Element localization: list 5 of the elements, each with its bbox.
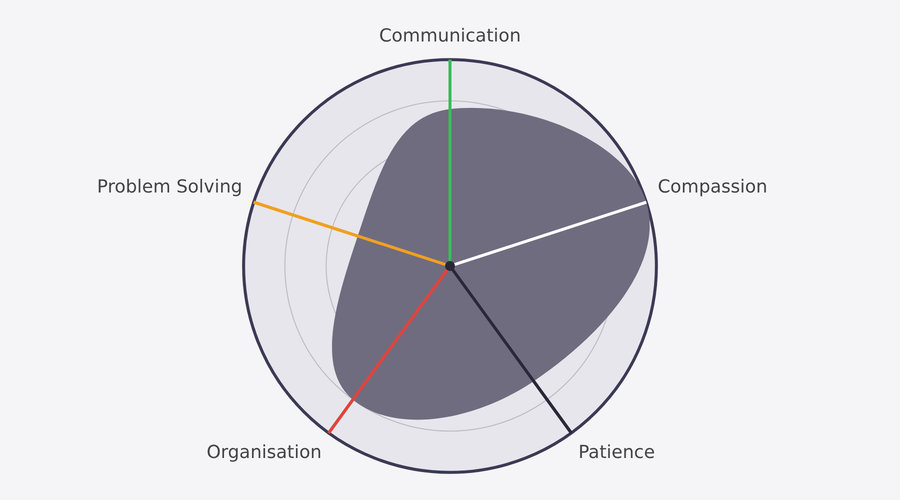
spoke-label: Patience xyxy=(578,442,655,464)
spoke-label: Problem Solving xyxy=(97,176,242,198)
spoke-label: Compassion xyxy=(658,176,768,198)
spoke-label: Organisation xyxy=(206,442,322,464)
spoke-label: Communication xyxy=(379,25,521,46)
